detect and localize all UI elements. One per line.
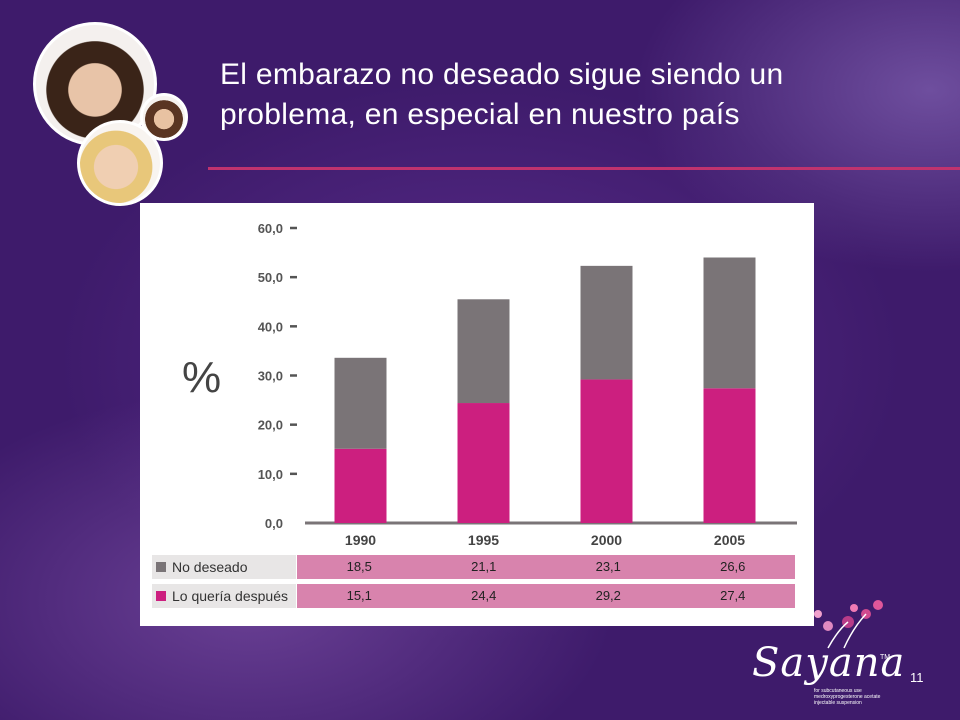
chart-panel: 0,0 10,0 20,0 30,0 40,0 50,0 60,0 1990 1995 2000 2… [140, 203, 814, 626]
logo-subtitle: for subcutaneous use medroxyprogesterone… [814, 688, 881, 706]
bar-no-deseado-2005 [703, 257, 756, 389]
woman-portrait-large [33, 22, 157, 146]
cell-no-deseado-1995: 21,1 [471, 559, 497, 574]
y-tick-label: 60,0 [258, 221, 283, 236]
portrait-photos [0, 0, 200, 215]
stacked-bar-chart: 0,0 10,0 20,0 30,0 40,0 50,0 60,0 1990 1995 2000 2… [258, 221, 797, 548]
title-divider [208, 167, 960, 170]
y-tick-label: 50,0 [258, 270, 283, 285]
x-tick-label: 2000 [591, 532, 622, 548]
x-tick-label: 1995 [468, 532, 499, 548]
cell-no-deseado-1990: 18,5 [346, 559, 372, 574]
cell-despues-1990: 15,1 [346, 588, 372, 603]
y-tick-label: 0,0 [265, 516, 283, 531]
flower-logo-icon [814, 600, 883, 649]
legend-swatch-magenta [156, 591, 166, 601]
legend-lo-queria-despues: Lo quería después [152, 584, 296, 608]
logo-brand-text: Sayana [752, 640, 906, 686]
slide-title-line2: problema, en especial en nuestro país [220, 98, 740, 131]
bar-lo-queria-despues-2005 [703, 388, 756, 523]
cell-despues-1995: 24,4 [471, 588, 497, 603]
legend-label-no-deseado: No deseado [172, 559, 248, 575]
y-tick-label: 40,0 [258, 319, 283, 334]
page-number: 11 [910, 670, 924, 685]
logo-trademark: TM [880, 654, 891, 661]
bar-lo-queria-despues-1990 [334, 448, 387, 523]
values-lo-queria-despues: 15,1 24,4 29,2 27,4 [297, 584, 795, 608]
legend-label-lo-queria-despues: Lo quería después [172, 588, 288, 604]
cell-no-deseado-2005: 26,6 [720, 559, 746, 574]
y-tick-label: 10,0 [258, 467, 283, 482]
y-axis-label: % [182, 353, 222, 402]
woman-portrait-small [140, 93, 188, 141]
bar-lo-queria-despues-2000 [580, 379, 633, 523]
legend-no-deseado: No deseado [152, 555, 296, 579]
bar-no-deseado-1995 [457, 299, 510, 404]
cell-despues-2005: 27,4 [720, 588, 746, 603]
cell-no-deseado-2000: 23,1 [595, 559, 621, 574]
slide-title: El embarazo no deseado sigue siendo un p… [220, 55, 940, 135]
slide-title-line1: El embarazo no deseado sigue siendo un [220, 58, 784, 91]
x-tick-label: 1990 [345, 532, 376, 548]
x-tick-label: 2005 [714, 532, 745, 548]
bar-lo-queria-despues-1995 [457, 403, 510, 523]
values-no-deseado: 18,5 21,1 23,1 26,6 [297, 555, 795, 579]
bar-no-deseado-2000 [580, 265, 633, 380]
y-tick-label: 30,0 [258, 369, 283, 384]
cell-despues-2000: 29,2 [595, 588, 621, 603]
legend-swatch-gray [156, 562, 166, 572]
sayana-logo: Sayana TM for subcutaneous use medroxypr… [748, 600, 908, 706]
y-tick-label: 20,0 [258, 418, 283, 433]
bar-no-deseado-1990 [334, 357, 387, 449]
